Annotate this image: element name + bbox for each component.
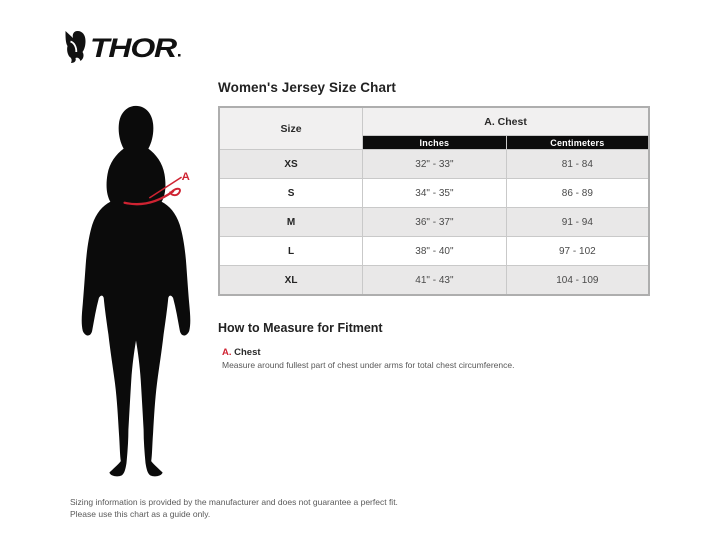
size-chart-table: Size A. Chest Inches Centimeters XS 32" …: [218, 106, 650, 296]
size-chart-section: Women's Jersey Size Chart Size A. Chest …: [218, 80, 650, 370]
column-header-centimeters: Centimeters: [505, 135, 650, 150]
measure-item-key: A.: [222, 347, 232, 358]
inches-cell: 41" - 43": [362, 265, 507, 296]
centimeters-cell: 97 - 102: [505, 236, 650, 266]
inches-cell: 32" - 33": [362, 149, 507, 179]
chest-measurement-annotation: A: [123, 171, 190, 206]
disclaimer-line-2: Please use this chart as a guide only.: [70, 508, 211, 519]
inches-cell: 36" - 37": [362, 207, 507, 237]
table-row: XL 41" - 43" 104 - 109: [218, 265, 650, 296]
measure-item-description: Measure around fullest part of chest und…: [222, 360, 515, 370]
table-row: M 36" - 37" 91 - 94: [218, 207, 650, 237]
measure-guide-heading: How to Measure for Fitment: [218, 321, 383, 335]
page-title: Women's Jersey Size Chart: [218, 80, 397, 95]
svg-text:THOR: THOR: [90, 33, 178, 63]
centimeters-cell: 104 - 109: [505, 265, 650, 296]
thor-beast-icon: [65, 31, 86, 63]
sizing-disclaimer: Sizing information is provided by the ma…: [70, 497, 398, 521]
inches-cell: 34" - 35": [362, 178, 507, 208]
brand-logo-text: THOR: [90, 33, 181, 63]
centimeters-cell: 81 - 84: [505, 149, 650, 179]
measure-guide-item: A. Chest Measure around fullest part of …: [222, 347, 650, 370]
chest-measure-arrow-loop: [169, 187, 181, 197]
table-row: S 34" - 35" 86 - 89: [218, 178, 650, 208]
size-cell: M: [218, 207, 364, 237]
female-silhouette-figure: A: [81, 105, 191, 477]
annotation-pointer-line: [148, 176, 183, 199]
column-header-chest: A. Chest: [362, 106, 650, 136]
annotation-label: A: [182, 171, 190, 183]
measure-item-name: Chest: [234, 347, 261, 358]
measure-item-label: A. Chest: [222, 347, 650, 358]
disclaimer-line-1: Sizing information is provided by the ma…: [70, 497, 398, 507]
centimeters-cell: 86 - 89: [505, 178, 650, 208]
female-silhouette: [81, 105, 191, 477]
size-cell: XS: [218, 149, 364, 179]
size-cell: S: [218, 178, 364, 208]
brand-logo: THOR: [64, 30, 182, 64]
column-header-size: Size: [218, 106, 364, 150]
table-row: L 38" - 40" 97 - 102: [218, 236, 650, 266]
size-cell: L: [218, 236, 364, 266]
chest-measure-line: [123, 190, 175, 206]
centimeters-cell: 91 - 94: [505, 207, 650, 237]
size-cell: XL: [218, 265, 364, 296]
table-row: XS 32" - 33" 81 - 84: [218, 149, 650, 179]
inches-cell: 38" - 40": [362, 236, 507, 266]
column-header-inches: Inches: [362, 135, 507, 150]
